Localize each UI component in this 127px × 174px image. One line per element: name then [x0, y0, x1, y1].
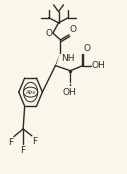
Text: OH: OH [92, 61, 106, 70]
Text: OH: OH [63, 88, 77, 97]
Text: O: O [70, 25, 77, 34]
Text: O: O [83, 44, 90, 53]
Text: O: O [45, 29, 52, 38]
Text: F: F [21, 146, 26, 155]
Text: NH: NH [61, 54, 75, 63]
Text: F: F [32, 137, 38, 146]
Text: F: F [8, 137, 13, 147]
Text: Abs: Abs [26, 90, 36, 95]
